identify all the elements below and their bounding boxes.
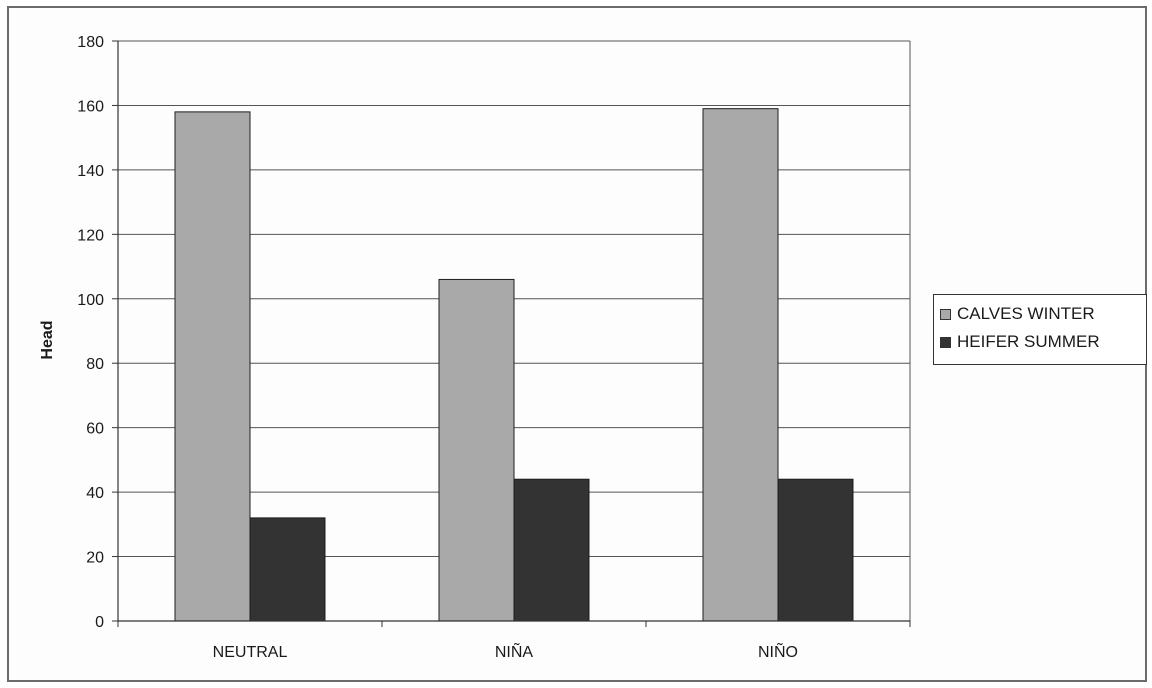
bar-calves-winter-0 bbox=[174, 111, 251, 622]
y-tick-labels: 0 20 40 60 80 100 120 140 160 180 bbox=[77, 34, 104, 631]
x-tick-label: NIÑA bbox=[495, 641, 534, 661]
bar-heifer-summer-2 bbox=[777, 478, 854, 622]
bars bbox=[174, 108, 854, 622]
y-tick-label: 0 bbox=[95, 614, 104, 631]
y-tick-label: 40 bbox=[86, 485, 104, 502]
legend-item-calves-winter: CALVES WINTER bbox=[940, 300, 1146, 328]
y-tick-label: 60 bbox=[86, 421, 104, 438]
y-tick-label: 160 bbox=[77, 98, 104, 115]
y-tick-label: 80 bbox=[86, 356, 104, 373]
y-tick-label: 180 bbox=[77, 34, 104, 51]
legend-swatch-calves-winter bbox=[940, 308, 951, 320]
legend: CALVES WINTER HEIFER SUMMER bbox=[933, 294, 1147, 365]
legend-item-heifer-summer: HEIFER SUMMER bbox=[940, 328, 1146, 356]
bar-calves-winter-2 bbox=[702, 108, 779, 622]
y-tick-label: 120 bbox=[77, 227, 104, 244]
y-tick-label: 140 bbox=[77, 163, 104, 180]
legend-label-heifer-summer: HEIFER SUMMER bbox=[957, 332, 1100, 351]
y-tick-label: 20 bbox=[86, 550, 104, 567]
bar-calves-winter-1 bbox=[438, 278, 515, 622]
x-tick-label: NEUTRAL bbox=[213, 644, 288, 661]
legend-swatch-heifer-summer bbox=[940, 336, 951, 348]
bar-heifer-summer-0 bbox=[249, 517, 326, 622]
x-tick-labels: NEUTRAL NIÑA NIÑO bbox=[213, 641, 798, 661]
y-tick-label: 100 bbox=[77, 292, 104, 309]
y-axis-title: Head bbox=[39, 320, 56, 359]
axes bbox=[112, 40, 911, 627]
legend-label-calves-winter: CALVES WINTER bbox=[957, 304, 1095, 323]
bar-heifer-summer-1 bbox=[513, 478, 590, 622]
x-tick-label: NIÑO bbox=[758, 641, 798, 661]
